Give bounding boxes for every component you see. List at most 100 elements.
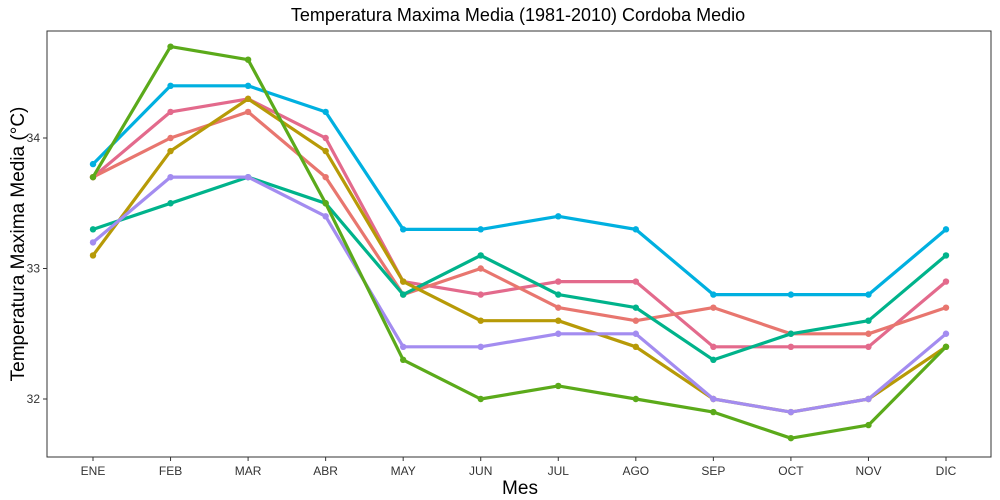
data-point <box>89 173 97 181</box>
y-tick-label: 34 <box>27 131 41 145</box>
data-point <box>865 291 872 298</box>
data-point <box>322 134 329 142</box>
data-point <box>555 304 562 311</box>
data-point <box>942 343 950 350</box>
data-point <box>787 343 795 350</box>
data-point <box>89 252 97 259</box>
x-tick-label: OCT <box>778 464 804 478</box>
data-point <box>399 291 407 298</box>
data-point <box>167 108 174 116</box>
series-line <box>91 110 948 336</box>
series-1 <box>89 82 950 298</box>
x-tick-label: AGO <box>622 464 649 478</box>
series-layer <box>89 43 950 442</box>
data-point <box>555 317 562 324</box>
data-point <box>244 173 252 181</box>
data-point <box>244 108 252 116</box>
data-point <box>865 395 872 403</box>
data-point <box>399 343 407 350</box>
x-tick-label: ABR <box>313 464 338 478</box>
data-point <box>710 356 717 364</box>
x-tick-label: ENE <box>81 464 106 478</box>
data-point <box>632 304 640 311</box>
y-tick-label: 33 <box>27 262 41 276</box>
data-point <box>632 226 640 233</box>
data-point <box>477 317 484 324</box>
data-point <box>244 56 252 63</box>
x-tick-label: SEP <box>701 464 725 478</box>
data-point <box>632 330 640 337</box>
x-tick-label: MAR <box>235 464 262 478</box>
x-tick-label: JUN <box>469 464 492 478</box>
chart-title: Temperatura Maxima Media (1981-2010) Cor… <box>291 5 745 25</box>
data-point <box>632 317 640 324</box>
data-point <box>555 291 562 298</box>
data-point <box>477 252 484 259</box>
data-point <box>787 434 795 442</box>
data-point <box>89 226 97 233</box>
data-point <box>555 278 562 285</box>
data-point <box>89 160 97 168</box>
data-point <box>244 95 252 103</box>
data-point <box>477 395 484 403</box>
data-point <box>710 343 717 350</box>
data-point <box>399 278 407 285</box>
x-tick-label: FEB <box>159 464 182 478</box>
data-point <box>787 330 795 337</box>
data-point <box>244 82 252 90</box>
series-line <box>91 44 948 440</box>
plot-border <box>46 30 992 458</box>
data-point <box>167 173 174 181</box>
data-point <box>167 82 174 90</box>
data-point <box>865 330 872 337</box>
data-point <box>865 317 872 324</box>
data-point <box>322 173 329 181</box>
series-line <box>91 97 948 414</box>
x-tick-label: JUL <box>548 464 570 478</box>
data-point <box>477 343 484 350</box>
data-point <box>167 147 174 155</box>
data-point <box>167 200 174 207</box>
data-point <box>167 134 174 142</box>
data-point <box>710 408 717 416</box>
data-point <box>942 330 950 337</box>
data-point <box>632 343 640 350</box>
series-line <box>91 84 948 297</box>
data-point <box>632 278 640 285</box>
data-point <box>632 395 640 403</box>
data-point <box>942 252 950 259</box>
data-point <box>399 226 407 233</box>
series-7 <box>89 43 950 442</box>
data-point <box>787 408 795 416</box>
x-tick-label: DIC <box>936 464 957 478</box>
x-axis: ENE FEB MAR ABR MAY JUN JUL AGO SEP OCT NOV DIC <box>81 457 957 478</box>
x-tick-label: NOV <box>855 464 881 478</box>
y-axis: 32 33 34 <box>27 131 47 406</box>
data-point <box>710 304 717 311</box>
data-point <box>555 382 562 390</box>
data-point <box>477 291 484 298</box>
data-point <box>477 265 484 272</box>
data-point <box>942 226 950 233</box>
data-point <box>322 200 329 207</box>
y-axis-title: Temperatura Maxima Media (°C) <box>8 107 29 382</box>
data-point <box>477 226 484 233</box>
x-tick-label: MAY <box>391 464 416 478</box>
data-point <box>865 421 872 429</box>
x-axis-title: Mes <box>502 478 538 499</box>
data-point <box>710 395 717 403</box>
data-point <box>322 108 329 116</box>
data-point <box>942 304 950 311</box>
data-point <box>865 343 872 350</box>
data-point <box>555 213 562 220</box>
data-point <box>322 213 329 220</box>
series-6 <box>89 173 950 416</box>
data-point <box>89 239 97 246</box>
series-line <box>91 175 948 414</box>
data-point <box>942 278 950 285</box>
data-point <box>710 291 717 298</box>
y-tick-label: 32 <box>27 392 41 406</box>
data-point <box>787 291 795 298</box>
series-5 <box>89 95 950 416</box>
